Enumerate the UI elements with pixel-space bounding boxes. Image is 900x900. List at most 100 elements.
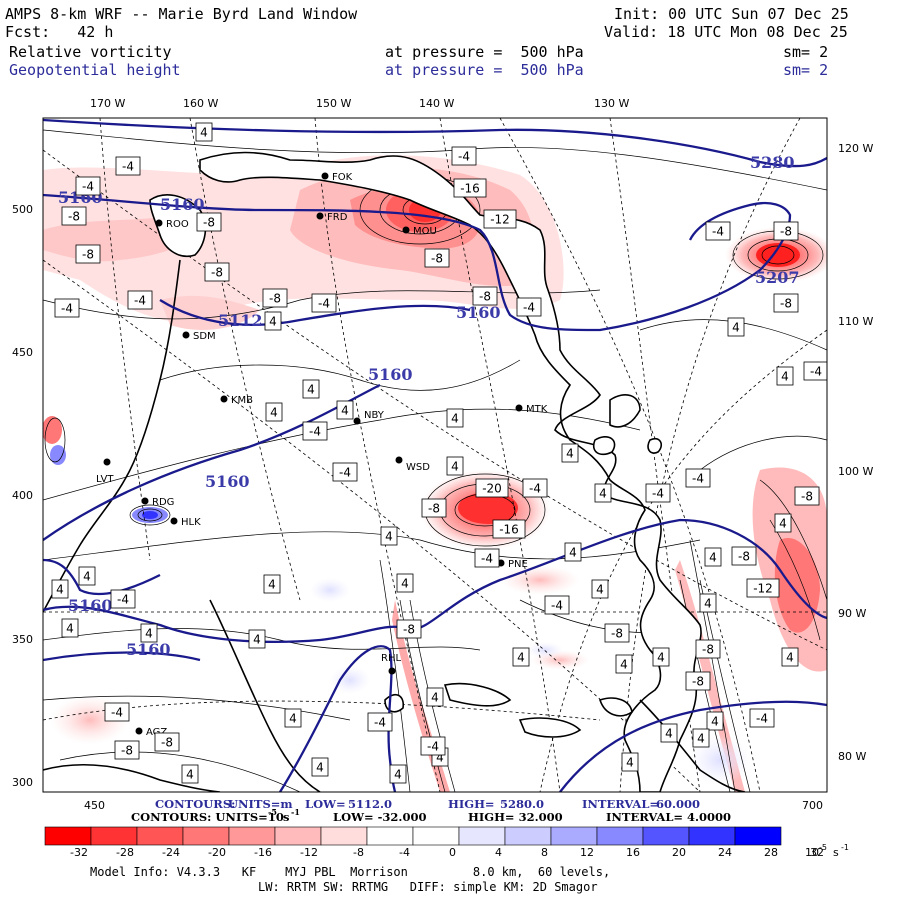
vorticity-label: -12 xyxy=(483,209,517,229)
svg-text:FRD: FRD xyxy=(327,212,348,223)
vorticity-label: -4 xyxy=(522,478,548,498)
height-label: 5207 xyxy=(755,268,800,287)
colorbar-label: 16 xyxy=(626,846,640,859)
height-label: 5160 xyxy=(456,303,501,322)
field2-smoothing: sm= 2 xyxy=(783,61,829,79)
svg-text:4: 4 xyxy=(732,321,740,335)
vorticity-label: 4 xyxy=(426,687,444,707)
colorbar-label: -20 xyxy=(208,846,226,859)
vorticity-label: -4 xyxy=(127,290,153,310)
vort-units-s: s xyxy=(283,810,289,824)
vorticity-label: -4 xyxy=(685,468,711,488)
svg-text:-4: -4 xyxy=(111,706,123,720)
vorticity-label: -4 xyxy=(451,146,477,166)
svg-text:4: 4 xyxy=(451,460,459,474)
height-low-label: LOW= xyxy=(305,797,346,811)
vorticity-label: -16 xyxy=(453,178,487,198)
colorbar-label: 32 xyxy=(810,846,824,859)
station-nby: NBY xyxy=(353,410,385,425)
vort-low: LOW= -32.000 xyxy=(333,810,426,824)
vort-units-sexp: -1 xyxy=(291,807,300,817)
svg-text:4: 4 xyxy=(704,597,712,611)
svg-text:4: 4 xyxy=(569,546,577,560)
svg-text:MOU: MOU xyxy=(413,226,437,237)
vorticity-label: 4 xyxy=(727,317,745,337)
station-hlk: HLK xyxy=(170,517,201,528)
colorbar-label: 0 xyxy=(449,846,456,859)
station-rdg: RDG xyxy=(141,497,174,508)
vorticity-label: -8 xyxy=(773,221,799,241)
svg-text:LVT: LVT xyxy=(96,474,114,485)
colorbar-swatch xyxy=(366,826,414,846)
vorticity-label: -8 xyxy=(421,498,447,518)
colorbar-swatch xyxy=(504,826,552,846)
right-longitude-labels: 120 W 110 W 100 W 90 W 80 W xyxy=(838,142,873,763)
colorbar-swatch xyxy=(734,826,782,846)
svg-text:4: 4 xyxy=(316,761,324,775)
svg-text:-4: -4 xyxy=(756,712,768,726)
svg-text:PNE: PNE xyxy=(508,559,528,570)
svg-text:4: 4 xyxy=(786,651,794,665)
colorbar-label: -28 xyxy=(116,846,134,859)
svg-text:-4: -4 xyxy=(61,302,73,316)
svg-text:-8: -8 xyxy=(801,490,813,504)
svg-text:-8: -8 xyxy=(121,744,133,758)
svg-text:4: 4 xyxy=(599,487,607,501)
vort-contour-label: CONTOURS: UNITS=10 xyxy=(131,810,284,824)
svg-text:-16: -16 xyxy=(460,182,480,196)
grid-label: 350 xyxy=(12,633,33,646)
svg-text:4: 4 xyxy=(200,126,208,140)
vorticity-label: -4 xyxy=(645,483,671,503)
vorticity-label: -8 xyxy=(695,639,721,659)
vorticity-label: -12 xyxy=(746,578,780,598)
svg-text:-8: -8 xyxy=(479,290,491,304)
station-sdm: SDM xyxy=(182,331,216,342)
svg-text:4: 4 xyxy=(436,751,444,765)
svg-text:AGZ: AGZ xyxy=(146,727,167,738)
vort-units-exp: -5 xyxy=(268,807,277,817)
vorticity-label: -4 xyxy=(705,221,731,241)
colorbar-swatch xyxy=(136,826,184,846)
vorticity-label: 4 xyxy=(265,402,283,422)
colorbar-label: -12 xyxy=(300,846,318,859)
svg-text:MTK: MTK xyxy=(526,404,548,415)
vorticity-label: -4 xyxy=(803,361,827,381)
svg-text:-4: -4 xyxy=(810,365,822,379)
bottom-axis-labels: 450 700 xyxy=(84,799,823,812)
colorbar-unit-sexp: -1 xyxy=(841,843,849,852)
vorticity-label: -8 xyxy=(773,293,799,313)
field2-name: Geopotential height xyxy=(9,61,181,79)
vorticity-label: 4 xyxy=(660,723,678,743)
field1-name: Relative vorticity xyxy=(9,43,172,61)
svg-text:4: 4 xyxy=(697,732,705,746)
height-high-label: HIGH= xyxy=(448,797,495,811)
vorticity-label: 4 xyxy=(615,654,633,674)
colorbar-label: 20 xyxy=(672,846,686,859)
svg-text:-12: -12 xyxy=(490,213,510,227)
svg-text:-4: -4 xyxy=(134,294,146,308)
vorticity-label: -8 xyxy=(685,671,711,691)
svg-text:-4: -4 xyxy=(82,180,94,194)
vorticity-label: 4 xyxy=(652,647,670,667)
colorbar-swatch xyxy=(228,826,276,846)
vorticity-label: -4 xyxy=(104,702,130,722)
vorticity-label: -4 xyxy=(516,297,542,317)
map-plot-area: 5280 5160 5112 5160 5160 5160 5160 5207 … xyxy=(43,118,827,792)
vorticity-label: 4 xyxy=(591,579,609,599)
colorbar-swatch xyxy=(688,826,736,846)
station-mou: MOU xyxy=(402,226,437,237)
svg-text:-8: -8 xyxy=(702,643,714,657)
svg-text:-20: -20 xyxy=(482,482,502,496)
grid-label: 450 xyxy=(84,799,105,812)
svg-text:4: 4 xyxy=(781,370,789,384)
svg-text:4: 4 xyxy=(253,633,261,647)
station-lvt: LVT xyxy=(96,458,114,485)
colorbar-swatch xyxy=(642,826,690,846)
coastline xyxy=(149,151,702,792)
colorbar-label: 28 xyxy=(764,846,778,859)
vorticity-label: 4 xyxy=(699,593,717,613)
svg-text:-8: -8 xyxy=(203,216,215,230)
vorticity-label: -4 xyxy=(332,462,358,482)
field1-smoothing: sm= 2 xyxy=(783,43,829,61)
svg-text:4: 4 xyxy=(66,622,74,636)
